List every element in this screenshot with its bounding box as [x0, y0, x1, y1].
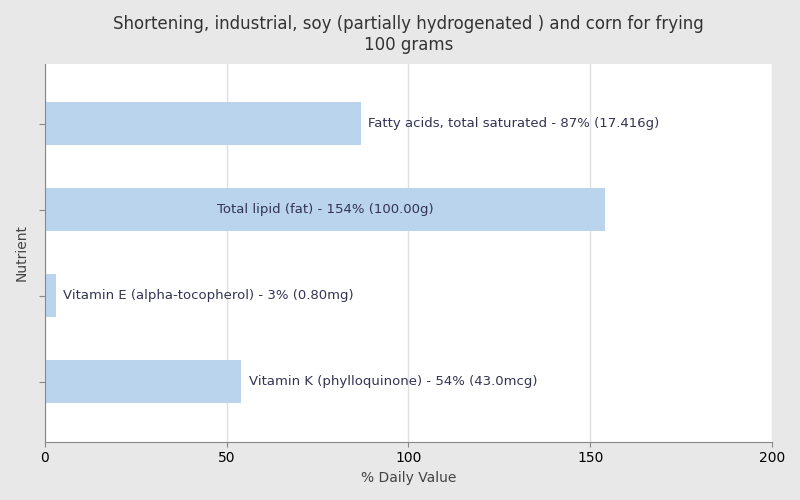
Bar — [45, 360, 242, 403]
Bar — [45, 188, 605, 231]
X-axis label: % Daily Value: % Daily Value — [361, 471, 456, 485]
Text: Total lipid (fat) - 154% (100.00g): Total lipid (fat) - 154% (100.00g) — [217, 203, 433, 216]
Title: Shortening, industrial, soy (partially hydrogenated ) and corn for frying
100 gr: Shortening, industrial, soy (partially h… — [113, 15, 704, 54]
Text: Fatty acids, total saturated - 87% (17.416g): Fatty acids, total saturated - 87% (17.4… — [369, 118, 660, 130]
Text: Vitamin K (phylloquinone) - 54% (43.0mcg): Vitamin K (phylloquinone) - 54% (43.0mcg… — [249, 375, 537, 388]
Text: Vitamin E (alpha-tocopherol) - 3% (0.80mg): Vitamin E (alpha-tocopherol) - 3% (0.80m… — [63, 289, 354, 302]
Y-axis label: Nutrient: Nutrient — [15, 224, 29, 281]
Bar — [45, 274, 56, 317]
Bar — [45, 102, 361, 146]
